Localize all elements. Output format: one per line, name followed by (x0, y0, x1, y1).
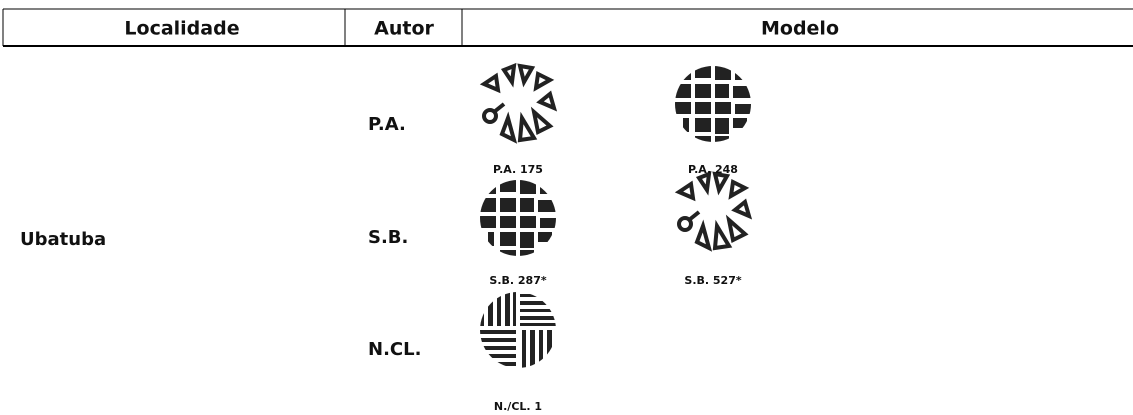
model-image (675, 64, 751, 146)
model-image (482, 64, 556, 142)
author: S.B. (368, 227, 408, 248)
locality: Ubatuba (20, 229, 106, 250)
column-header: Modelo (761, 18, 839, 40)
model-caption: S.B. 527* (684, 274, 741, 287)
model-image (480, 178, 556, 260)
model-caption: P.A. 248 (688, 163, 738, 176)
model-caption: N./CL. 1 (494, 400, 542, 413)
column-header: Localidade (124, 18, 239, 40)
author: P.A. (368, 114, 406, 135)
model-image (677, 172, 751, 250)
model-caption: P.A. 175 (493, 163, 543, 176)
author: N.CL. (368, 339, 421, 360)
model-caption: S.B. 287* (489, 274, 546, 287)
model-image (480, 292, 556, 368)
column-header: Autor (374, 18, 434, 40)
